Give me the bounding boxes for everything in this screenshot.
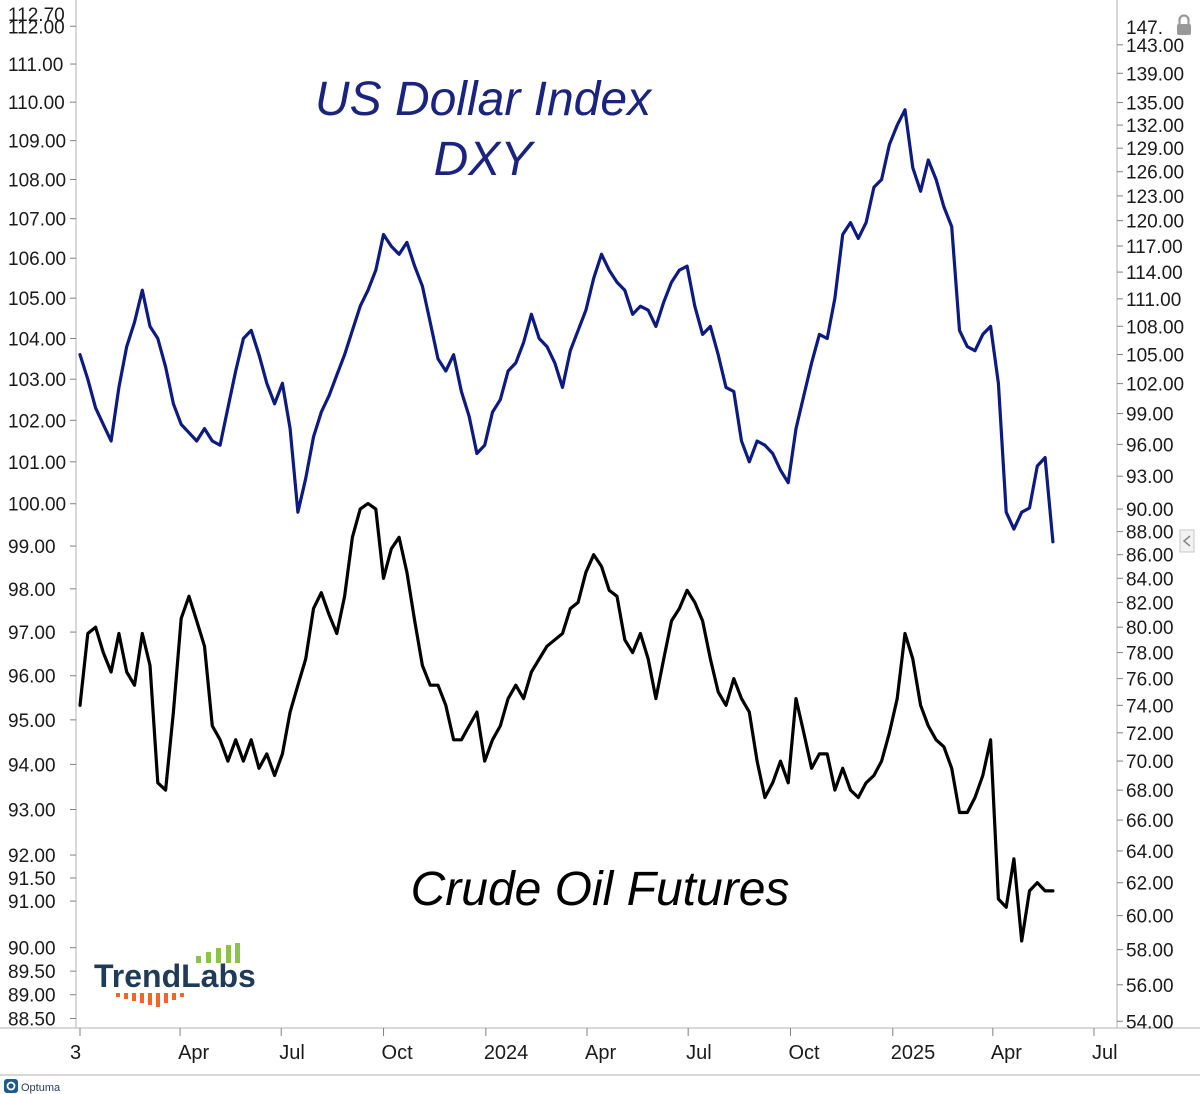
left-axis-tick-label: 96.00 [8,667,56,688]
optuma-footer: Optuma [4,1079,61,1094]
logo-green-bars-icon [196,943,240,963]
right-axis-tick-label: 70.00 [1126,752,1174,773]
left-axis-partial-label: 112.70 [8,5,65,26]
trendlabs-logo: TrendLabs [94,943,256,1007]
left-axis-tick-label: 100.00 [8,495,66,516]
right-axis-tick-label: 102.00 [1126,375,1184,396]
left-axis-tick-label: 107.00 [8,210,66,231]
right-axis-tick-label: 132.00 [1126,116,1184,137]
left-axis-tick-label: 95.00 [8,711,56,732]
right-axis-tick-label: 129.00 [1126,139,1184,160]
right-axis-tick-label: 114.00 [1126,263,1183,284]
left-axis-tick-label: 94.00 [8,755,56,776]
x-axis-tick-label: 2025 [891,1042,936,1064]
right-axis-tick-label: 93.00 [1126,467,1174,488]
left-axis-tick-label: 104.00 [8,329,66,350]
right-axis-tick-label: 108.00 [1126,317,1184,338]
right-axis-tick-label: 99.00 [1126,405,1174,426]
right-axis-tick-label: 82.00 [1126,593,1174,614]
left-axis-tick-label: 92.00 [8,846,56,867]
x-axis-tick-label: 3 [70,1042,81,1064]
right-axis-tick-label: 60.00 [1126,907,1174,928]
x-axis-tick-label: Apr [585,1042,616,1064]
dxy-title-line2: DXY [434,133,536,186]
optuma-logo-icon [4,1079,18,1093]
chevron-left-icon[interactable] [1179,529,1195,553]
left-axis-tick-label: 89.50 [8,962,56,983]
right-axis-tick-label: 90.00 [1126,500,1174,521]
x-axis-tick-label: Apr [991,1042,1022,1064]
optuma-text: Optuma [21,1082,61,1094]
left-axis-tick-label: 99.00 [8,537,56,558]
left-axis-tick-label: 91.50 [8,869,56,890]
series-line-dxy [78,108,1055,544]
right-axis-tick-label: 54.00 [1126,1012,1174,1033]
right-axis-tick-label: 86.00 [1126,546,1174,567]
right-axis-tick-label: 58.00 [1126,941,1174,962]
x-axis-tick-label: Jul [686,1042,712,1064]
left-axis-tick-label: 102.00 [8,411,66,432]
x-axis-tick-label: Jul [279,1042,305,1064]
left-axis-tick-label: 110.00 [8,93,65,114]
lock-icon[interactable] [1177,14,1191,36]
right-axis-tick-label: 88.00 [1126,523,1174,544]
left-axis-tick-label: 90.00 [8,939,56,960]
left-axis-tick-label: 93.00 [8,801,56,822]
left-axis-tick-label: 112.00 [8,17,65,38]
right-axis-tick-label: 126.00 [1126,163,1184,184]
right-axis-tick-label: 66.00 [1126,811,1174,832]
right-axis-tick-label: 78.00 [1126,644,1174,665]
left-axis-tick-label: 91.00 [8,892,56,913]
x-axis-tick-label: Apr [178,1042,209,1064]
right-axis-tick-label: 80.00 [1126,618,1174,639]
right-axis-tick-label: 111.00 [1126,290,1181,311]
right-axis-tick-label: 120.00 [1126,212,1184,233]
right-axis-tick-label: 62.00 [1126,874,1174,895]
left-axis-tick-label: 108.00 [8,170,66,191]
oil-title: Crude Oil Futures [411,863,790,916]
left-axis-tick-label: 105.00 [8,289,66,310]
x-axis-tick-label: Jul [1092,1042,1118,1064]
right-axis-tick-label: 76.00 [1126,670,1174,691]
left-axis-tick-label: 98.00 [8,580,56,601]
right-axis-partial-label: 147. [1126,18,1163,39]
x-axis-tick-label: 2024 [484,1042,529,1064]
right-axis-tick-label: 117.00 [1126,237,1183,258]
right-axis-tick-label: 72.00 [1126,724,1174,745]
left-axis-tick-label: 88.50 [8,1009,56,1030]
right-axis-tick-label: 84.00 [1126,569,1174,590]
x-axis-ticks: 3 Apr Jul Oct 2024 Apr Jul Oct 2025 Apr Jul [70,1028,1118,1064]
right-axis-tick-label: 68.00 [1126,781,1174,802]
left-axis-tick-label: 89.00 [8,986,56,1007]
left-axis-tick-label: 109.00 [8,132,66,153]
right-axis-tick-label: 143.00 [1126,36,1184,57]
left-axis-tick-label: 111.00 [8,55,63,76]
series-line-crude-oil [78,501,1055,943]
right-axis-tick-label: 139.00 [1126,64,1184,85]
left-axis-tick-label: 101.00 [8,453,66,474]
right-axis-tick-label: 135.00 [1126,94,1184,115]
right-axis-tick-label: 123.00 [1126,187,1184,208]
right-axis-tick-label: 74.00 [1126,696,1174,717]
left-axis-tick-label: 103.00 [8,370,66,391]
right-axis-tick-label: 105.00 [1126,346,1184,367]
right-axis-tick-label: 96.00 [1126,435,1174,456]
left-axis-tick-label: 106.00 [8,249,66,270]
x-axis-tick-label: Oct [382,1042,414,1064]
logo-orange-bars-icon [116,993,184,1007]
right-axis-tick-label: 56.00 [1126,976,1174,997]
x-axis-tick-label: Oct [788,1042,820,1064]
left-axis-ticks: 112.00 111.00 110.00 109.00 108.00 107.00 106.… [8,17,76,1030]
dxy-title-line1: US Dollar Index [315,73,653,126]
logo-text: TrendLabs [94,958,256,994]
right-axis-tick-label: 64.00 [1126,842,1174,863]
left-axis-tick-label: 97.00 [8,623,56,644]
